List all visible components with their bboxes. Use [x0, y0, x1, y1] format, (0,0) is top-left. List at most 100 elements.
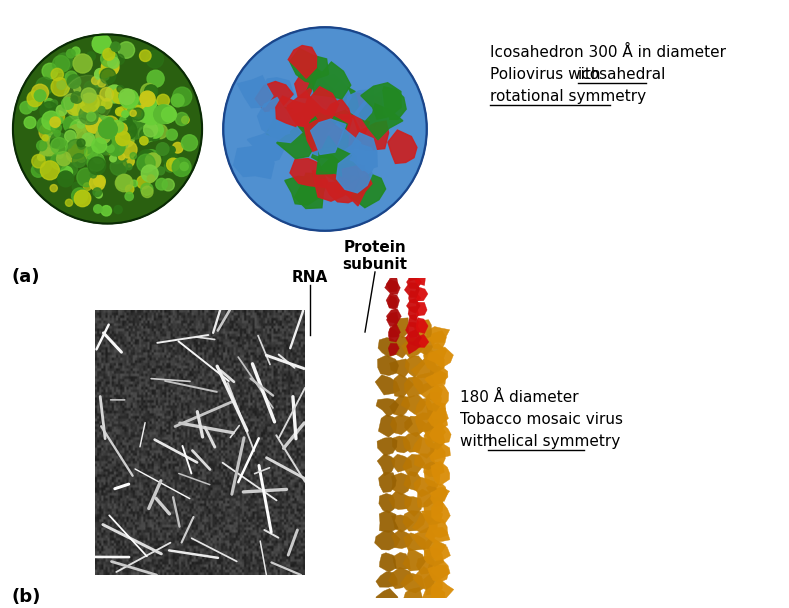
Circle shape	[54, 130, 61, 137]
Polygon shape	[377, 454, 395, 476]
Circle shape	[86, 120, 99, 133]
Polygon shape	[411, 359, 438, 378]
Circle shape	[81, 135, 93, 146]
Circle shape	[88, 125, 99, 136]
Circle shape	[57, 152, 63, 158]
Circle shape	[36, 77, 54, 95]
Polygon shape	[384, 280, 400, 294]
Polygon shape	[421, 511, 443, 525]
Circle shape	[94, 175, 105, 187]
Circle shape	[114, 54, 125, 64]
Circle shape	[132, 97, 140, 106]
Circle shape	[108, 57, 119, 68]
Polygon shape	[386, 293, 399, 308]
Polygon shape	[424, 462, 444, 477]
Polygon shape	[375, 375, 400, 395]
Circle shape	[39, 123, 57, 141]
Polygon shape	[391, 454, 412, 472]
Circle shape	[66, 148, 80, 162]
Circle shape	[73, 154, 86, 167]
Circle shape	[51, 78, 69, 96]
Polygon shape	[288, 46, 316, 78]
Polygon shape	[390, 359, 409, 378]
Circle shape	[104, 138, 111, 145]
Polygon shape	[376, 572, 398, 587]
Circle shape	[92, 138, 107, 153]
Circle shape	[175, 112, 189, 125]
Circle shape	[32, 154, 45, 168]
Circle shape	[70, 119, 88, 138]
Circle shape	[166, 129, 178, 140]
Circle shape	[118, 154, 125, 160]
Circle shape	[118, 107, 127, 116]
Circle shape	[95, 146, 104, 155]
Circle shape	[68, 125, 86, 142]
Polygon shape	[424, 369, 447, 387]
Circle shape	[102, 58, 119, 76]
Circle shape	[57, 74, 73, 89]
Circle shape	[95, 80, 103, 87]
Polygon shape	[378, 337, 400, 357]
Polygon shape	[423, 537, 447, 559]
Circle shape	[72, 138, 78, 145]
Circle shape	[71, 92, 83, 103]
Polygon shape	[305, 120, 342, 151]
Circle shape	[88, 114, 107, 133]
Circle shape	[78, 144, 90, 156]
Circle shape	[122, 122, 132, 131]
Circle shape	[111, 144, 129, 162]
Circle shape	[98, 131, 105, 139]
Polygon shape	[430, 541, 451, 561]
Polygon shape	[343, 93, 382, 127]
Polygon shape	[348, 143, 376, 177]
Polygon shape	[428, 446, 445, 466]
Circle shape	[53, 55, 69, 73]
Polygon shape	[290, 101, 328, 140]
Circle shape	[126, 164, 132, 170]
Polygon shape	[401, 573, 424, 593]
Text: Tobacco mosaic virus: Tobacco mosaic virus	[460, 412, 623, 427]
Circle shape	[127, 122, 144, 139]
Polygon shape	[318, 130, 348, 159]
Polygon shape	[277, 126, 316, 159]
Circle shape	[51, 100, 58, 106]
Polygon shape	[308, 87, 338, 128]
Circle shape	[107, 121, 122, 136]
Text: helical symmetry: helical symmetry	[488, 434, 620, 449]
Circle shape	[104, 117, 112, 125]
Circle shape	[136, 176, 150, 188]
Circle shape	[126, 107, 134, 115]
Polygon shape	[351, 174, 386, 208]
Circle shape	[154, 105, 173, 123]
Circle shape	[73, 182, 81, 192]
Polygon shape	[301, 107, 330, 147]
Circle shape	[118, 42, 135, 58]
Circle shape	[115, 174, 133, 192]
Circle shape	[50, 133, 66, 148]
Circle shape	[111, 121, 122, 132]
Circle shape	[91, 172, 96, 178]
Circle shape	[32, 164, 45, 178]
Polygon shape	[285, 176, 319, 205]
Circle shape	[96, 122, 109, 136]
Polygon shape	[415, 398, 433, 420]
Circle shape	[96, 134, 103, 140]
Circle shape	[86, 112, 98, 124]
Circle shape	[95, 137, 111, 154]
Circle shape	[141, 150, 161, 169]
Polygon shape	[380, 510, 398, 533]
Polygon shape	[386, 276, 398, 292]
Circle shape	[40, 137, 59, 156]
Circle shape	[44, 98, 54, 108]
Text: icosahedral: icosahedral	[578, 67, 667, 82]
Polygon shape	[413, 336, 435, 355]
Polygon shape	[389, 491, 412, 510]
Circle shape	[65, 129, 76, 140]
Circle shape	[104, 122, 114, 132]
Circle shape	[107, 137, 125, 156]
Circle shape	[94, 154, 103, 164]
Circle shape	[166, 158, 180, 171]
Polygon shape	[318, 147, 356, 184]
Circle shape	[27, 91, 43, 106]
Polygon shape	[390, 318, 409, 338]
